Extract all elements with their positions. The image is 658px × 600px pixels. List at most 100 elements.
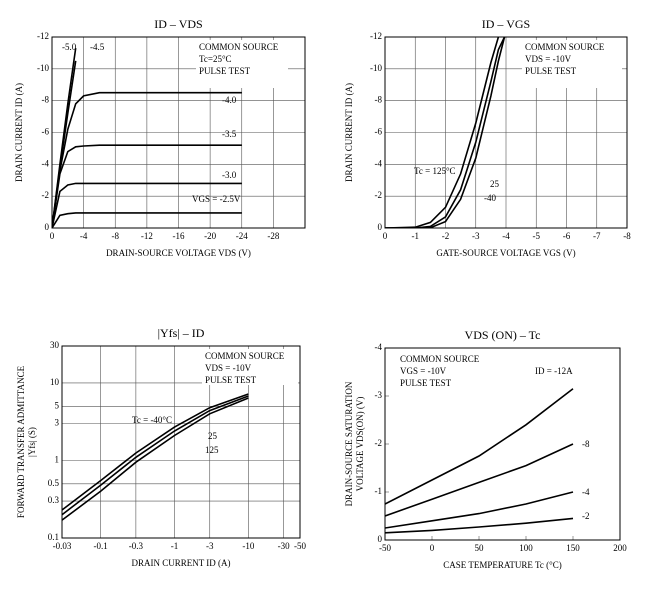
y-tick-label: 30 [50, 340, 60, 350]
x-tick-label: -7 [593, 231, 601, 241]
plot-frame [384, 347, 621, 541]
curve [385, 443, 574, 517]
annotation: PULSE TEST [199, 66, 251, 76]
x-tick-label: -5 [533, 231, 541, 241]
x-tick-label: -50 [294, 541, 306, 551]
curve-label: 125 [205, 445, 219, 455]
curve-label: -4 [582, 487, 590, 497]
y-tick-label: 5 [55, 400, 60, 410]
x-tick-label: -4 [80, 231, 88, 241]
chart-panel: VDS (ON) – Tc-50 0 50 100 150 2000-1-2-3-4CAS… [344, 328, 627, 570]
x-axis-label: CASE TEMPERATURE Tc (°C) [443, 560, 561, 570]
x-tick-label: -3 [472, 231, 480, 241]
curve [385, 517, 574, 534]
y-tick-label: -6 [375, 127, 383, 137]
chart-panel: ID – VDS 0 -4 -8 -12 -16 -20 -24 -28 0 -2 -4 -6 -8 -10… [14, 17, 306, 258]
y-tick-label: -12 [370, 31, 382, 41]
y-axis-label: DRAIN-SOURCE SATURATION [344, 381, 354, 506]
y-tick-label: 3 [55, 418, 60, 428]
y-tick-label: 0.1 [48, 532, 59, 542]
x-tick-label: -30 [278, 541, 290, 551]
curve-label: VGS = -2.5V [192, 194, 241, 204]
y-axis-label: DRAIN CURRENT ID (A) [344, 83, 354, 182]
x-tick-label: -8 [112, 231, 120, 241]
annotation: PULSE TEST [205, 375, 257, 385]
plot-frame [51, 36, 306, 229]
x-tick-label: -3 [206, 541, 214, 551]
plot-frame [384, 36, 628, 229]
x-tick-label: -4 [502, 231, 510, 241]
y-tick-label: -1 [375, 486, 383, 496]
x-axis-label: GATE-SOURCE VOLTAGE VGS (V) [436, 248, 575, 258]
x-tick-label: -2 [442, 231, 450, 241]
curve [52, 182, 242, 228]
y-tick-label: -2 [375, 438, 383, 448]
curve-label: 25 [208, 431, 218, 441]
y-tick-label: -2 [42, 190, 50, 200]
annotation-box [202, 349, 298, 385]
chart-title: ID – VDS [154, 17, 202, 31]
x-tick-label: -28 [267, 231, 279, 241]
annotation: PULSE TEST [400, 378, 452, 388]
x-tick-label: -1 [412, 231, 420, 241]
y-tick-label: -4 [42, 158, 50, 168]
curve [52, 212, 242, 228]
annotation: PULSE TEST [525, 66, 577, 76]
y-tick-label: -6 [42, 127, 50, 137]
curve [62, 397, 249, 521]
y-tick-label: -4 [375, 158, 383, 168]
curve [62, 395, 249, 516]
curve-label: -4.5 [90, 42, 105, 52]
y-tick-label: 0 [378, 222, 383, 232]
curve [385, 491, 574, 529]
curve-label: -3.0 [222, 170, 237, 180]
annotation: COMMON SOURCE [400, 354, 480, 364]
chart-title: ID – VGS [482, 17, 530, 31]
curve-label: 25 [490, 179, 500, 189]
plot-frame [61, 345, 301, 539]
curve-label: -5.0 [62, 42, 77, 52]
y-tick-label: 10 [50, 377, 60, 387]
y-axis-label: VOLTAGE VDS(ON) (V) [355, 397, 365, 492]
curve [385, 37, 506, 228]
y-tick-label: 1 [55, 455, 60, 465]
chart-panel: ID – VGS 0 -1 -2 -3 -4 -5 -6 -7 -8 0 -2 -4 -6 -8 -10 -12… [344, 17, 631, 258]
curve-label: ID = -12A [535, 366, 573, 376]
y-tick-label: 0.3 [48, 495, 60, 505]
chart-panel: |Yfs| – ID -0.03 -0.1 -0.3 -1 -3 -10 -30 -50 0.1 0… [16, 326, 306, 568]
annotation: COMMON SOURCE [205, 351, 285, 361]
curve [52, 91, 242, 228]
annotation-box [522, 40, 622, 88]
y-tick-label: -8 [375, 95, 383, 105]
annotation: VGS = -10V [400, 366, 447, 376]
y-tick-label: -4 [375, 342, 383, 352]
x-tick-label: 100 [519, 543, 533, 553]
x-tick-label: 200 [613, 543, 627, 553]
curve [385, 37, 500, 228]
x-tick-label: -12 [141, 231, 153, 241]
y-tick-label: -3 [375, 390, 383, 400]
x-tick-label: -0.3 [129, 541, 144, 551]
y-tick-label: -12 [37, 31, 49, 41]
y-axis-label: FORWARD TRANSFER ADMITTANCE [16, 365, 26, 518]
x-tick-label: -8 [623, 231, 631, 241]
curve [52, 144, 242, 228]
x-tick-label: 0 [383, 231, 388, 241]
y-tick-label: -8 [42, 95, 50, 105]
annotation: COMMON SOURCE [525, 42, 605, 52]
x-tick-label: 150 [566, 543, 580, 553]
x-tick-label: -0.03 [53, 541, 72, 551]
curve-label: Tc = -40°C [132, 415, 172, 425]
annotation: COMMON SOURCE [199, 42, 279, 52]
curve [385, 388, 574, 505]
chart-title: |Yfs| – ID [158, 326, 205, 340]
annotation-box [397, 352, 497, 392]
y-tick-label: -10 [370, 63, 382, 73]
annotation-box [196, 40, 288, 88]
curve-label: Tc = 125°C [414, 166, 456, 176]
x-axis-label: DRAIN CURRENT ID (A) [131, 558, 230, 568]
x-tick-label: -16 [173, 231, 185, 241]
annotation: VDS = -10V [205, 363, 252, 373]
chart-title: VDS (ON) – Tc [465, 328, 541, 342]
